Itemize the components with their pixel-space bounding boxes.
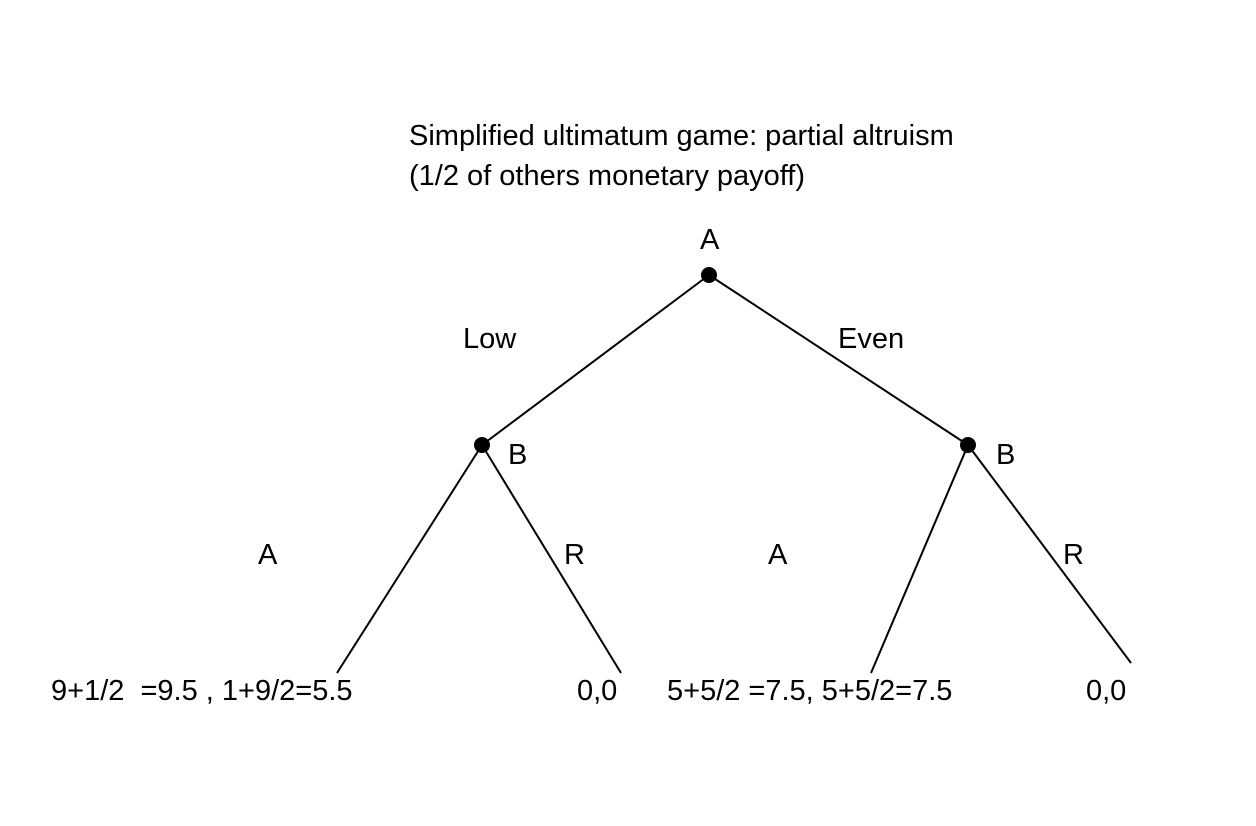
payoff-low-reject: 0,0 <box>577 675 618 707</box>
payoff-even-reject: 0,0 <box>1086 675 1127 707</box>
edge-even-reject <box>967 444 1132 664</box>
payoff-even-accept: 5+5/2 =7.5, 5+5/2=7.5 <box>667 675 953 707</box>
title-line-2: (1/2 of others monetary payoff) <box>409 160 806 192</box>
left-node-player-label: B <box>508 439 528 471</box>
action-low-label: Low <box>463 323 517 355</box>
response-low-accept-label: A <box>258 539 278 571</box>
edge-even-accept <box>870 444 969 674</box>
edge-low-accept <box>336 444 483 674</box>
edge-root-to-low <box>481 274 710 446</box>
right-node-player-label: B <box>996 439 1016 471</box>
payoff-low-accept: 9+1/2 =9.5 , 1+9/2=5.5 <box>51 675 353 707</box>
response-even-accept-label: A <box>768 539 788 571</box>
action-even-label: Even <box>838 323 905 355</box>
response-even-reject-label: R <box>1063 539 1084 571</box>
edge-low-reject <box>481 444 622 674</box>
diagram-title: Simplified ultimatum game: partial altru… <box>409 116 954 196</box>
node-even <box>960 437 976 453</box>
root-player-label: A <box>700 224 720 256</box>
title-line-1: Simplified ultimatum game: partial altru… <box>409 120 954 152</box>
root-node <box>701 267 717 283</box>
node-low <box>474 437 490 453</box>
edge-root-to-even <box>708 274 969 446</box>
response-low-reject-label: R <box>564 539 585 571</box>
